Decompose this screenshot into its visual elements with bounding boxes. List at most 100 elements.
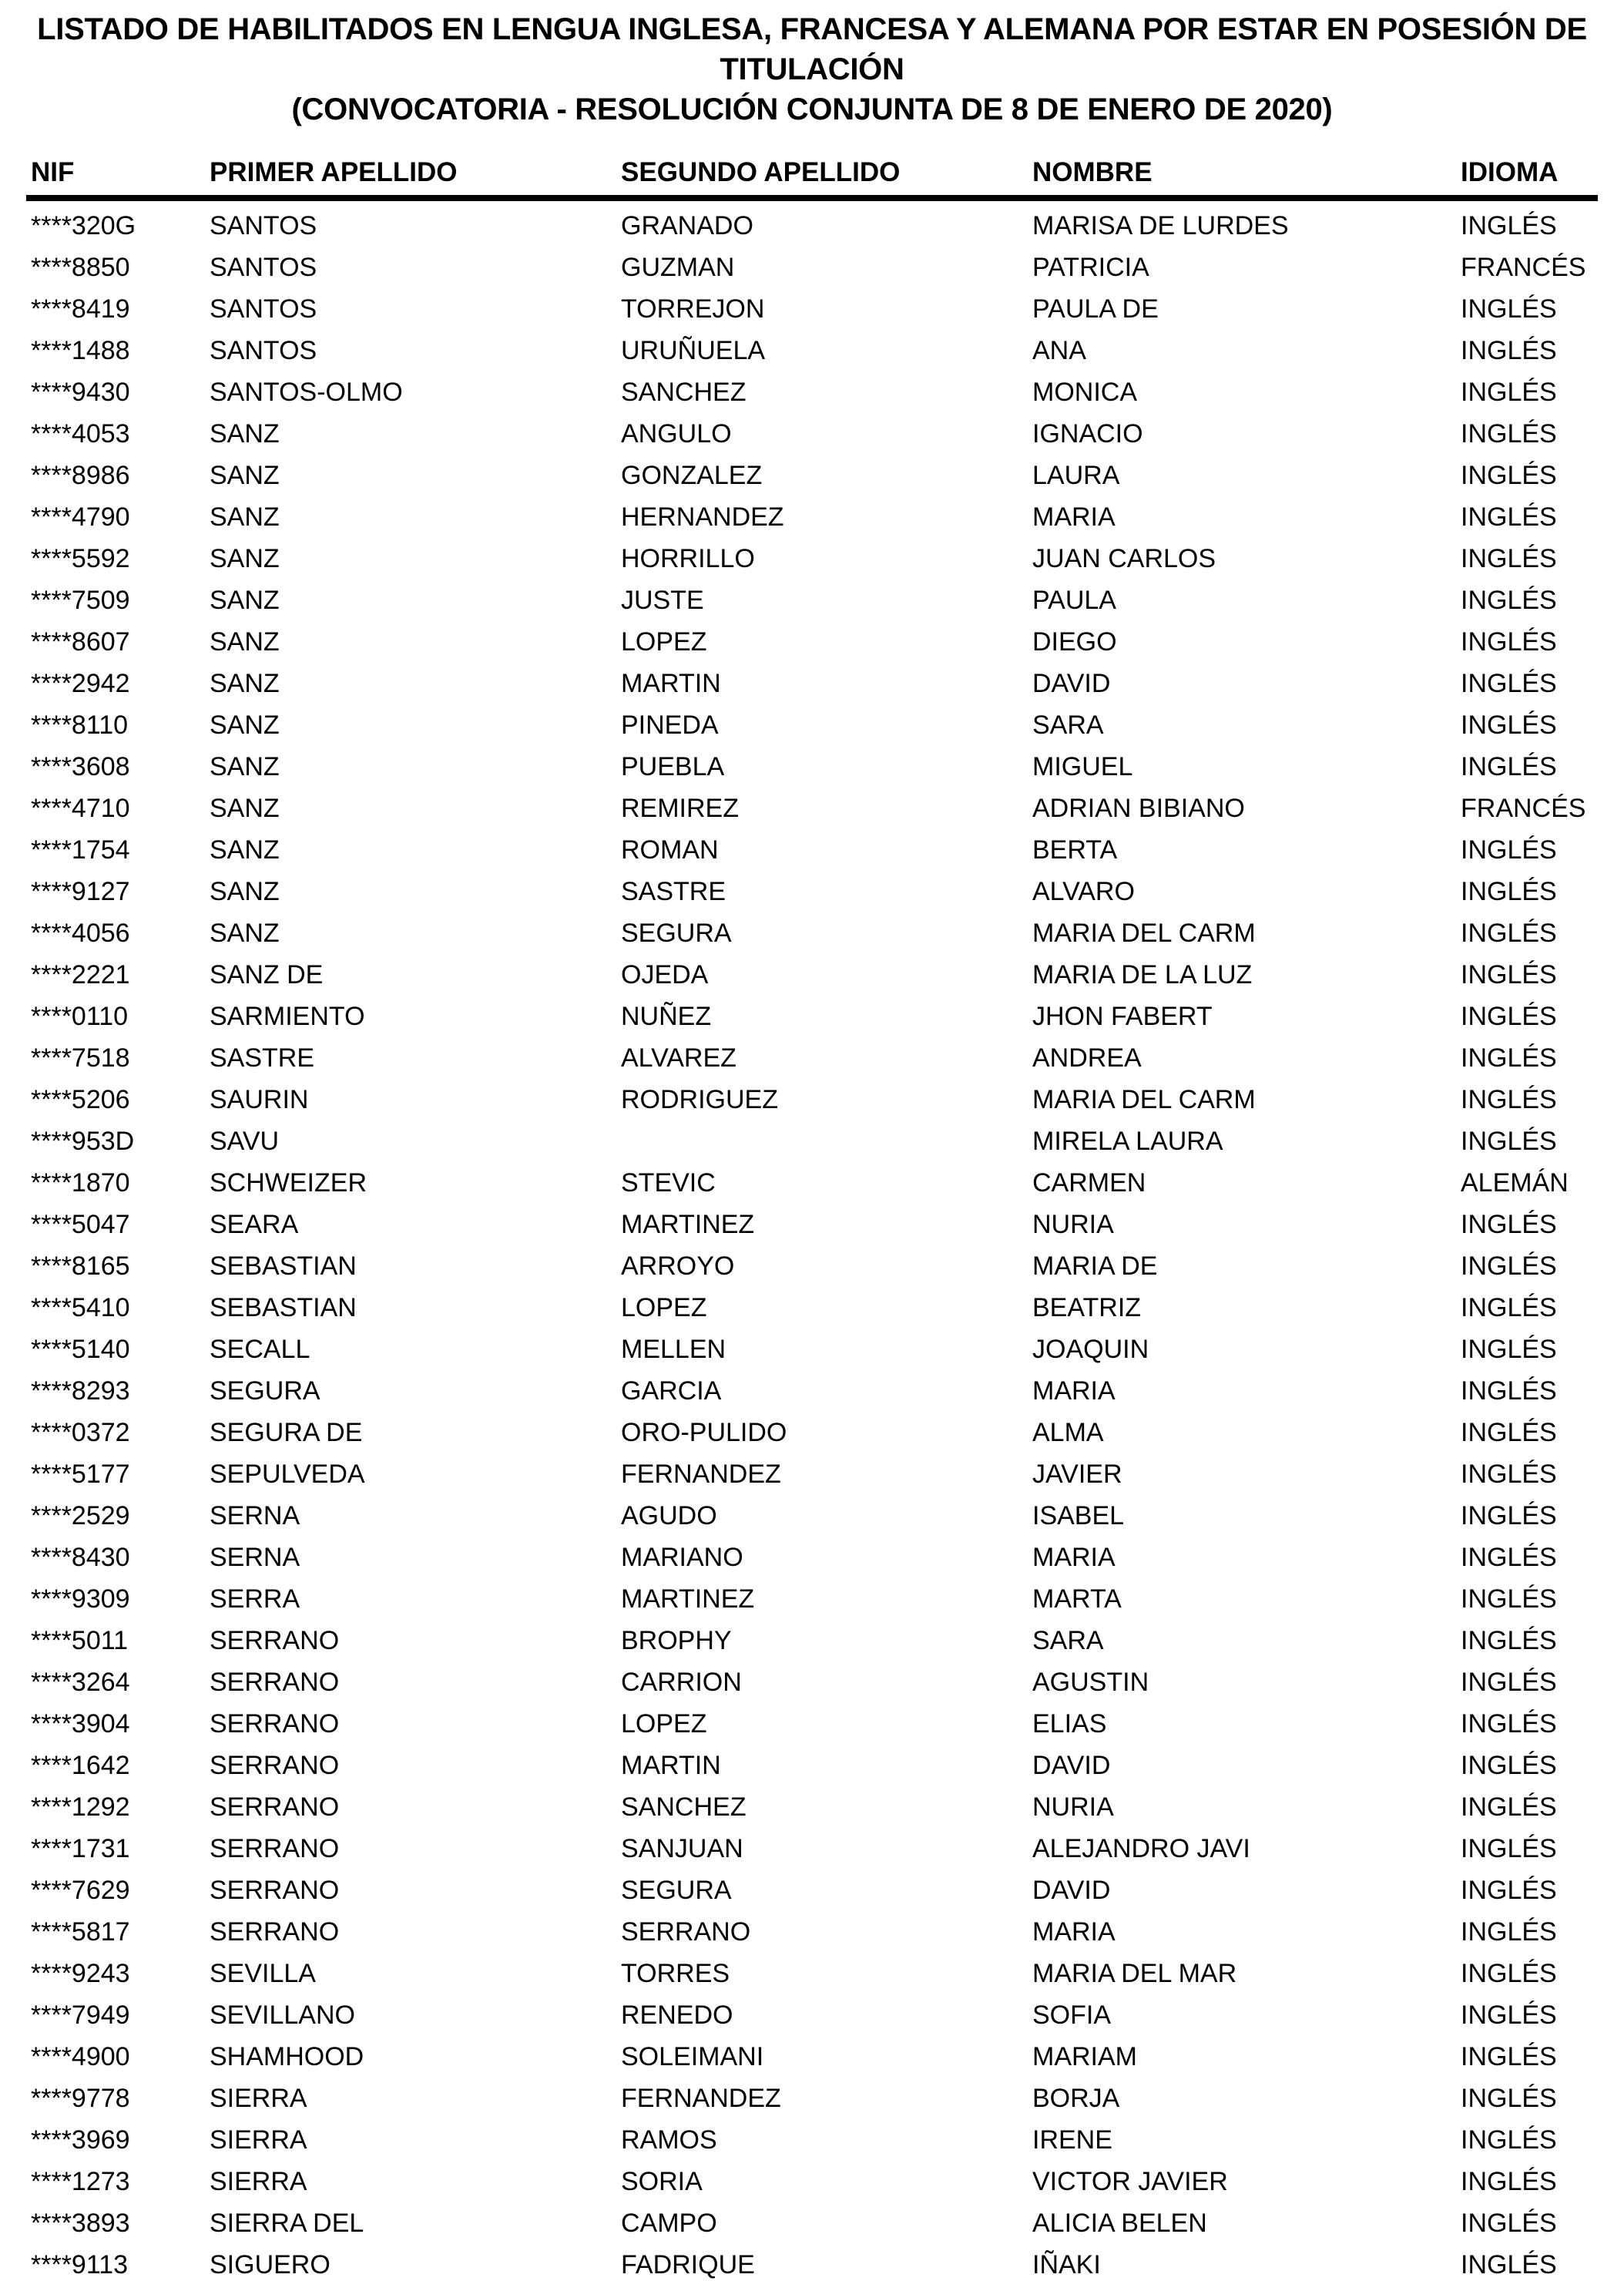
- cell-primer-apellido: SECALL: [210, 1335, 310, 1364]
- table-row: ****8430 SERNA MARIANO MARIA INGLÉS: [26, 1537, 1598, 1578]
- table-row: ****8986 SANZ GONZALEZ LAURA INGLÉS: [26, 455, 1598, 496]
- cell-segundo-apellido: CARRION: [621, 1668, 742, 1697]
- cell-primer-apellido: SCHWEIZER: [210, 1168, 367, 1198]
- cell-primer-apellido: SANTOS: [210, 336, 317, 365]
- cell-primer-apellido: SARMIENTO: [210, 1002, 365, 1031]
- cell-primer-apellido: SERNA: [210, 1543, 300, 1572]
- table-row: ****3608 SANZ PUEBLA MIGUEL INGLÉS: [26, 746, 1598, 788]
- cell-segundo-apellido: TORREJON: [621, 294, 765, 324]
- cell-nombre: MONICA: [1032, 378, 1137, 407]
- cell-idioma: INGLÉS: [1461, 419, 1557, 448]
- cell-nombre: MARIA DE LA LUZ: [1032, 960, 1253, 989]
- cell-idioma: INGLÉS: [1461, 1002, 1557, 1031]
- cell-segundo-apellido: FERNANDEZ: [621, 2084, 781, 2113]
- cell-idioma: INGLÉS: [1461, 1418, 1557, 1447]
- cell-nif: ****320G: [31, 211, 136, 240]
- cell-nif: ****953D: [31, 1127, 135, 1156]
- cell-primer-apellido: SANZ: [210, 669, 280, 698]
- cell-nif: ****8850: [31, 253, 130, 282]
- cell-nif: ****3893: [31, 2209, 130, 2238]
- cell-idioma: INGLÉS: [1461, 336, 1557, 365]
- cell-idioma: INGLÉS: [1461, 461, 1557, 490]
- cell-segundo-apellido: ROMAN: [621, 835, 719, 865]
- cell-nombre: MARIA: [1032, 502, 1116, 532]
- cell-idioma: INGLÉS: [1461, 669, 1557, 698]
- cell-idioma: INGLÉS: [1461, 1251, 1557, 1281]
- cell-segundo-apellido: BROPHY: [621, 1626, 732, 1655]
- cell-nombre: MIGUEL: [1032, 752, 1133, 781]
- cell-idioma: INGLÉS: [1461, 1668, 1557, 1697]
- table-header-row: NIF PRIMER APELLIDO SEGUNDO APELLIDO NOM…: [26, 156, 1598, 201]
- cell-primer-apellido: SEPULVEDA: [210, 1460, 365, 1489]
- cell-nif: ****8293: [31, 1376, 130, 1406]
- table-row: ****9778 SIERRA FERNANDEZ BORJA INGLÉS: [26, 2078, 1598, 2119]
- cell-segundo-apellido: MARTINEZ: [621, 1584, 755, 1614]
- cell-primer-apellido: SERRANO: [210, 1626, 340, 1655]
- cell-segundo-apellido: HORRILLO: [621, 544, 755, 573]
- cell-primer-apellido: SANZ DE: [210, 960, 324, 989]
- cell-idioma: INGLÉS: [1461, 919, 1557, 948]
- cell-segundo-apellido: GARCIA: [621, 1376, 722, 1406]
- cell-idioma: INGLÉS: [1461, 1376, 1557, 1406]
- cell-segundo-apellido: SERRANO: [621, 1917, 751, 1947]
- cell-nif: ****1731: [31, 1834, 130, 1863]
- cell-segundo-apellido: NUÑEZ: [621, 1002, 712, 1031]
- cell-nif: ****2221: [31, 960, 130, 989]
- table-row: ****5140 SECALL MELLEN JOAQUIN INGLÉS: [26, 1329, 1598, 1370]
- cell-nombre: ANDREA: [1032, 1043, 1142, 1073]
- table-row: ****8850 SANTOS GUZMAN PATRICIA FRANCÉS: [26, 247, 1598, 288]
- cell-nombre: DAVID: [1032, 669, 1111, 698]
- cell-primer-apellido: SANTOS: [210, 211, 317, 240]
- table-row: ****5817 SERRANO SERRANO MARIA INGLÉS: [26, 1911, 1598, 1953]
- cell-nombre: LAURA: [1032, 461, 1120, 490]
- cell-primer-apellido: SANTOS: [210, 253, 317, 282]
- cell-idioma: INGLÉS: [1461, 1751, 1557, 1780]
- cell-nif: ****9113: [31, 2250, 129, 2279]
- cell-nombre: PAULA: [1032, 586, 1116, 615]
- table-row: ****7518 SASTRE ALVAREZ ANDREA INGLÉS: [26, 1037, 1598, 1079]
- cell-nif: ****5047: [31, 1210, 130, 1239]
- cell-nombre: PATRICIA: [1032, 253, 1149, 282]
- table-row: ****3969 SIERRA RAMOS IRENE INGLÉS: [26, 2119, 1598, 2161]
- table-row: ****1754 SANZ ROMAN BERTA INGLÉS: [26, 829, 1598, 871]
- cell-nombre: JOAQUIN: [1032, 1335, 1149, 1364]
- cell-nombre: ADRIAN BIBIANO: [1032, 794, 1245, 823]
- cell-nombre: MARIA DEL CARM: [1032, 919, 1256, 948]
- table-row: ****2221 SANZ DE OJEDA MARIA DE LA LUZ I…: [26, 954, 1598, 996]
- cell-idioma: INGLÉS: [1461, 294, 1557, 324]
- cell-idioma: FRANCÉS: [1461, 253, 1586, 282]
- cell-segundo-apellido: LOPEZ: [621, 1709, 707, 1738]
- cell-nombre: ALICIA BELEN: [1032, 2209, 1207, 2238]
- cell-idioma: INGLÉS: [1461, 1543, 1557, 1572]
- cell-idioma: INGLÉS: [1461, 502, 1557, 532]
- cell-primer-apellido: SERRANO: [210, 1917, 340, 1947]
- table-row: ****320G SANTOS GRANADO MARISA DE LURDES…: [26, 205, 1598, 247]
- table-row: ****7509 SANZ JUSTE PAULA INGLÉS: [26, 579, 1598, 621]
- cell-idioma: INGLÉS: [1461, 378, 1557, 407]
- cell-segundo-apellido: SANCHEZ: [621, 378, 747, 407]
- cell-primer-apellido: SIERRA DEL: [210, 2209, 364, 2238]
- cell-primer-apellido: SIERRA: [210, 2084, 307, 2113]
- cell-segundo-apellido: OJEDA: [621, 960, 709, 989]
- cell-segundo-apellido: RAMOS: [621, 2125, 717, 2155]
- cell-nombre: DAVID: [1032, 1751, 1111, 1780]
- table-row: ****9127 SANZ SASTRE ALVARO INGLÉS: [26, 871, 1598, 912]
- header-idioma: IDIOMA: [1461, 157, 1559, 187]
- cell-nombre: MIRELA LAURA: [1032, 1127, 1223, 1156]
- cell-segundo-apellido: GONZALEZ: [621, 461, 763, 490]
- cell-primer-apellido: SAVU: [210, 1127, 280, 1156]
- table-row: ****8607 SANZ LOPEZ DIEGO INGLÉS: [26, 621, 1598, 663]
- table-row: ****5177 SEPULVEDA FERNANDEZ JAVIER INGL…: [26, 1453, 1598, 1495]
- table-row: ****7949 SEVILLANO RENEDO SOFIA INGLÉS: [26, 1994, 1598, 2036]
- cell-nombre: PAULA DE: [1032, 294, 1159, 324]
- cell-segundo-apellido: PINEDA: [621, 711, 719, 740]
- cell-nif: ****8110: [31, 711, 129, 740]
- cell-segundo-apellido: ORO-PULIDO: [621, 1418, 787, 1447]
- cell-idioma: INGLÉS: [1461, 752, 1557, 781]
- cell-primer-apellido: SASTRE: [210, 1043, 315, 1073]
- cell-idioma: INGLÉS: [1461, 1335, 1557, 1364]
- cell-segundo-apellido: RODRIGUEZ: [621, 1085, 778, 1114]
- title-line-2: (CONVOCATORIA - RESOLUCIÓN CONJUNTA DE 8…: [291, 92, 1333, 126]
- cell-nif: ****5592: [31, 544, 130, 573]
- cell-idioma: INGLÉS: [1461, 1501, 1557, 1530]
